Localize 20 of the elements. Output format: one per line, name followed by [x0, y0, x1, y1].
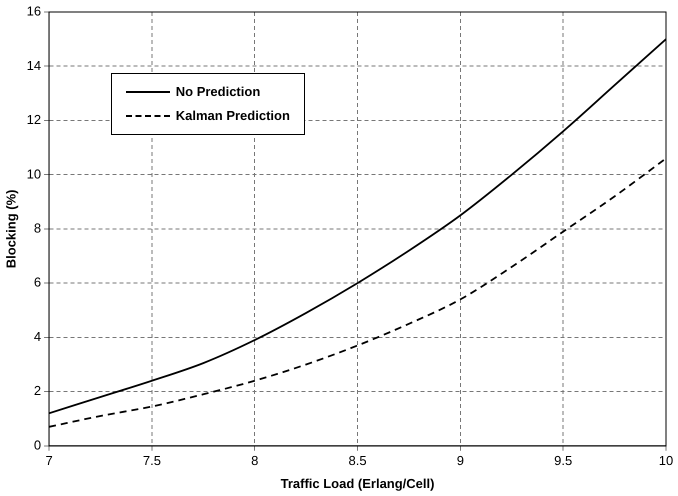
- legend-label: No Prediction: [176, 84, 260, 100]
- legend-label: Kalman Prediction: [176, 108, 290, 124]
- x-tick-label: 8.5: [348, 453, 367, 468]
- y-tick-label: 8: [34, 220, 42, 236]
- x-tick-label: 9: [456, 453, 464, 468]
- x-tick-label: 7.5: [142, 453, 161, 468]
- x-tick-label: 10: [658, 453, 674, 468]
- y-axis-title: Blocking (%): [3, 190, 18, 268]
- y-tick-label: 6: [34, 274, 42, 290]
- x-axis-title: Traffic Load (Erlang/Cell): [280, 476, 434, 491]
- x-tick-label: 9.5: [554, 453, 572, 468]
- y-tick-label: 12: [26, 112, 42, 128]
- y-tick-label: 2: [34, 383, 42, 398]
- y-tick-label: 4: [34, 328, 42, 344]
- y-tick-label: 14: [26, 58, 42, 73]
- y-tick-label: 10: [26, 166, 42, 182]
- x-tick-label: 7: [45, 453, 53, 468]
- x-tick-label: 8: [251, 453, 258, 468]
- y-tick-label: 16: [26, 4, 42, 19]
- y-tick-label: 0: [34, 437, 42, 452]
